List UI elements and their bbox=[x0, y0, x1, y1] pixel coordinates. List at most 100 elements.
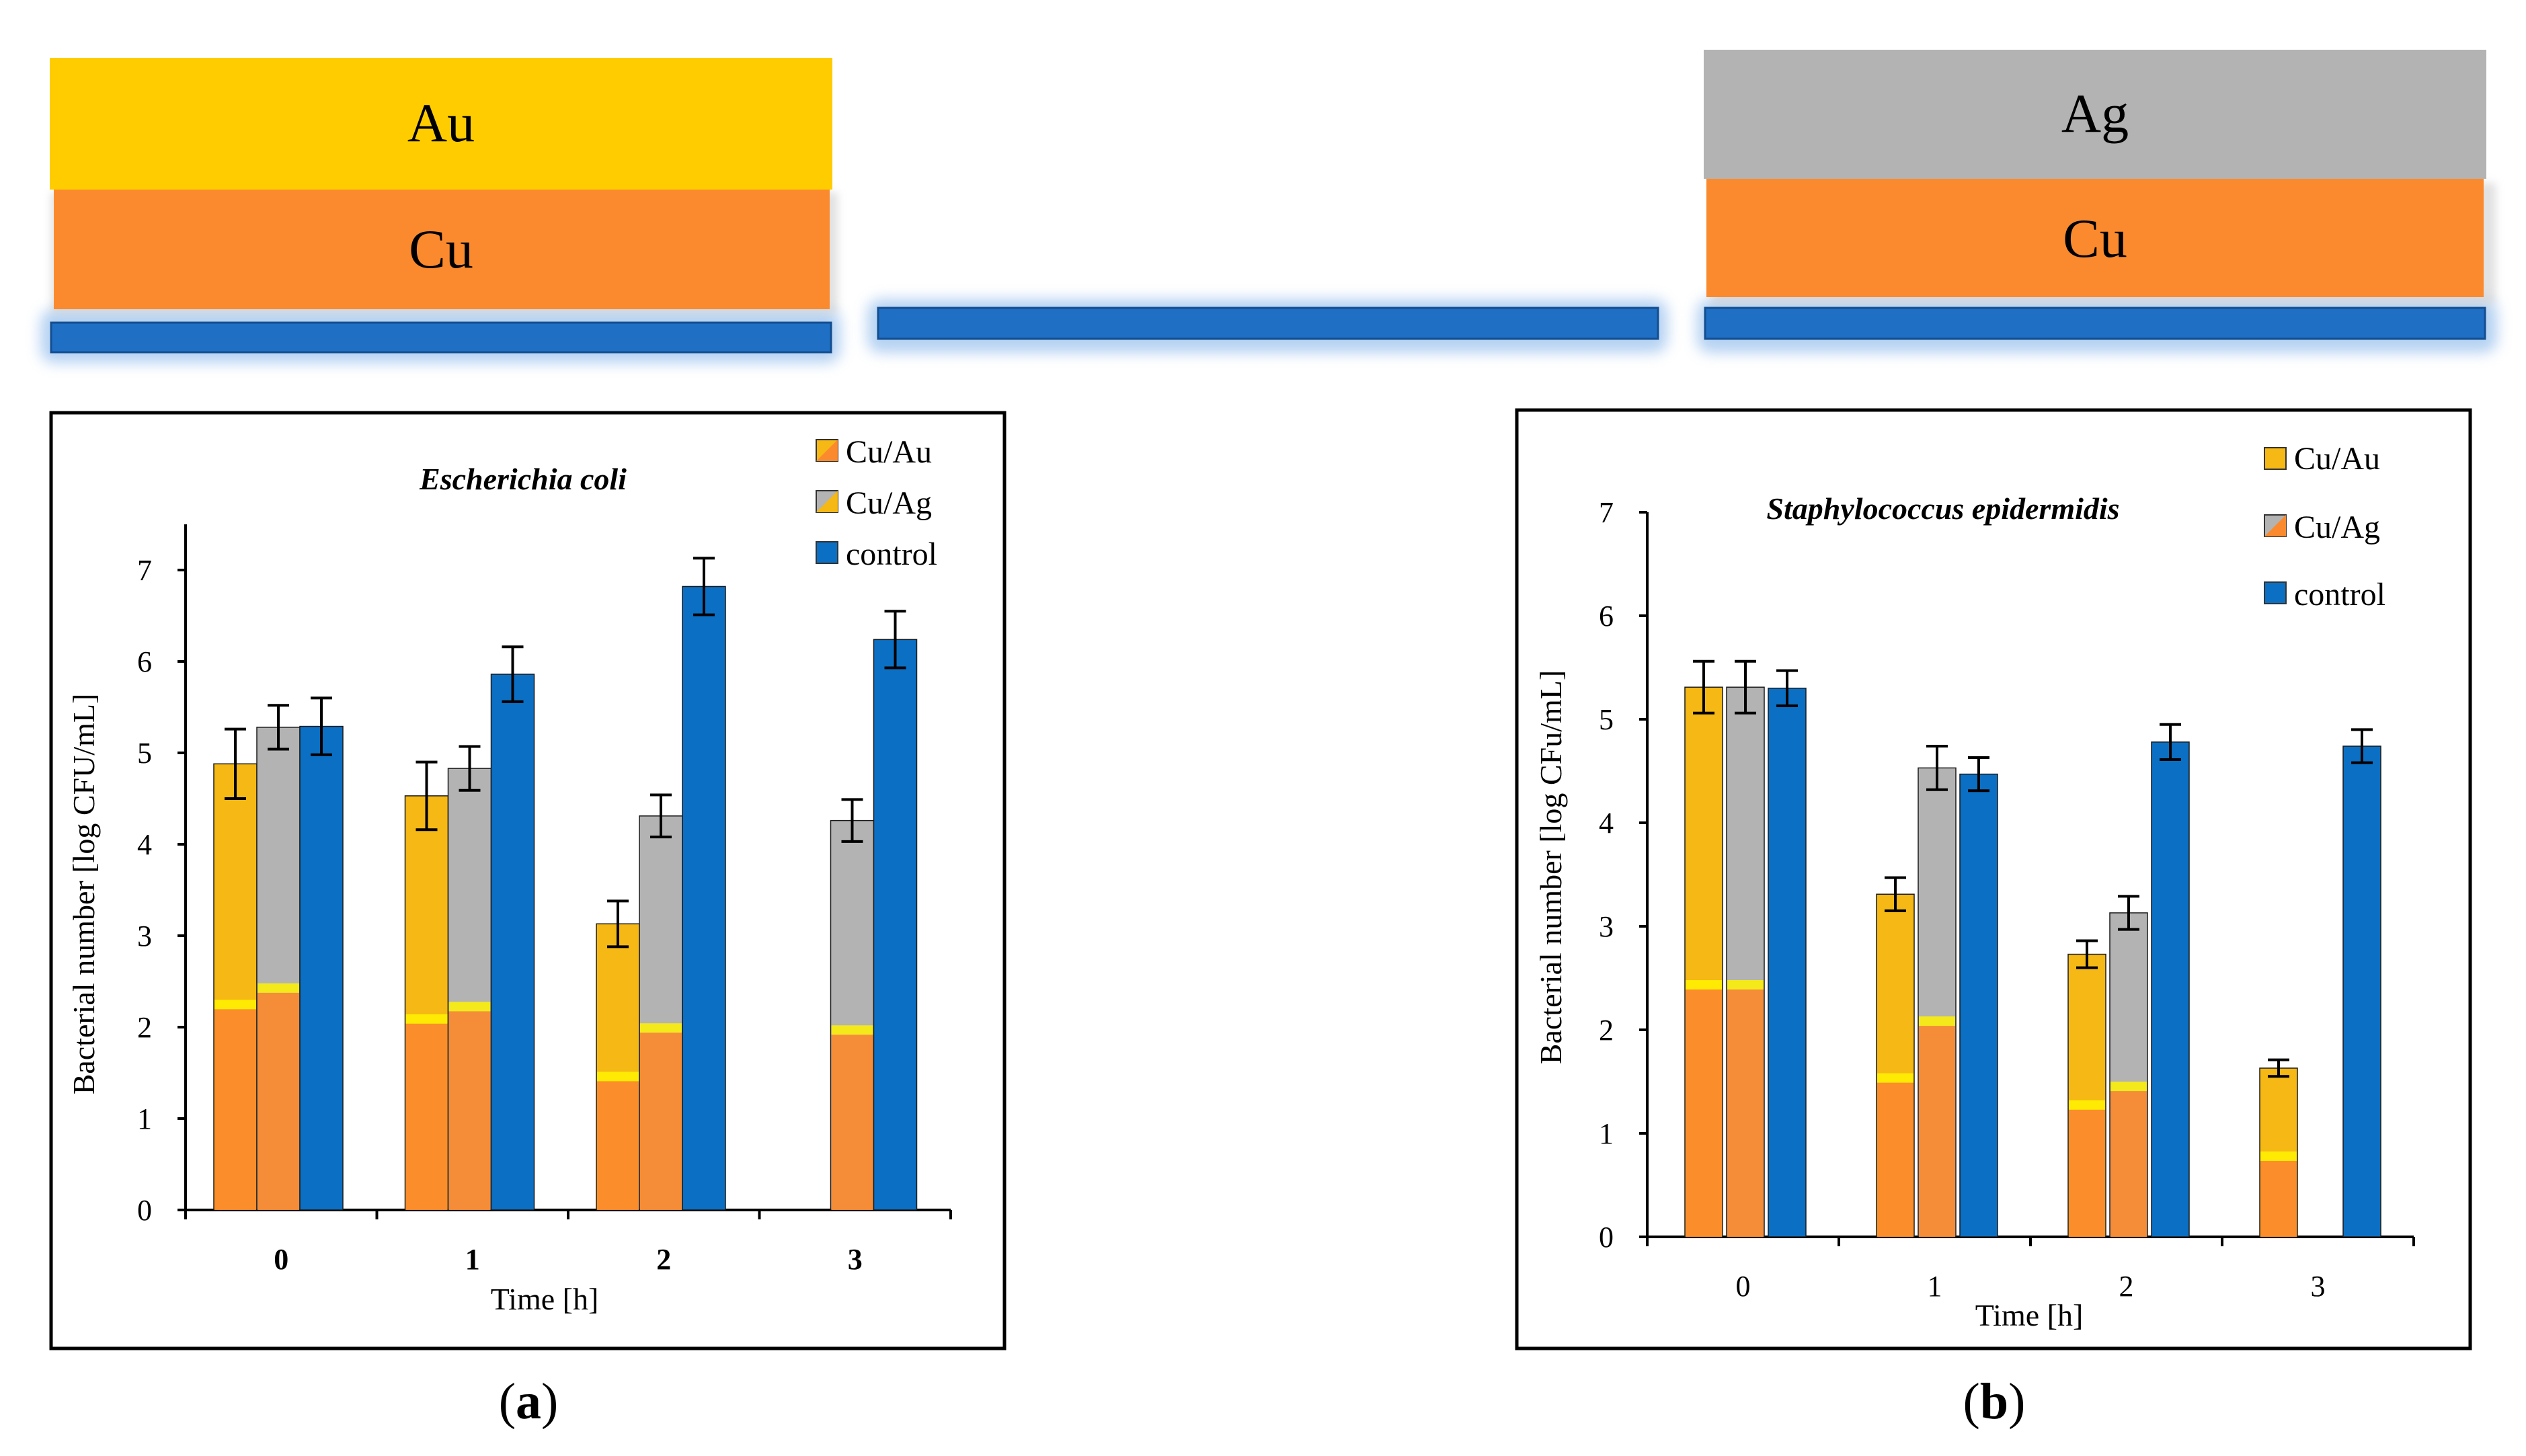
bar-b-cuag-interface bbox=[1919, 1016, 1955, 1026]
legend-a-label-cuau: Cu/Au bbox=[846, 434, 932, 470]
chart-a-ytick-label: 0 bbox=[137, 1194, 152, 1227]
chart-a-ytick-label: 5 bbox=[137, 737, 152, 770]
chart-a-legend: Cu/Au Cu/Ag control bbox=[816, 434, 937, 572]
bar-b-cuau-cu-base bbox=[1877, 1082, 1913, 1237]
chart-b-ytick-label: 1 bbox=[1599, 1117, 1614, 1150]
legend-a-label-control: control bbox=[846, 536, 937, 572]
bar-b-cuau-interface bbox=[1686, 980, 1722, 990]
panel-label-a: (a) bbox=[499, 1373, 559, 1430]
chart-a-ytick-label: 2 bbox=[137, 1011, 152, 1044]
bar-a-cuau-interface bbox=[214, 1000, 256, 1010]
panel-label-b: (b) bbox=[1963, 1373, 2026, 1430]
chart-a-ytick-label: 1 bbox=[137, 1102, 152, 1135]
chart-a-xtick-label: 0 bbox=[274, 1243, 288, 1276]
chart-a-plot: 0 1 2 3 4 5 6 7 0 1 2 3 bbox=[137, 524, 952, 1276]
bar-a-cuau-cu-base bbox=[405, 1023, 448, 1210]
bar-a-cuag-cu-base bbox=[258, 992, 299, 1210]
right-stack: Ag Cu bbox=[1697, 50, 2497, 353]
chart-a-xlabel: Time [h] bbox=[491, 1282, 599, 1316]
bar-a-cuag-interface bbox=[448, 1002, 491, 1012]
left-cu-layer bbox=[54, 190, 830, 309]
bar-b-cuau-cu-base bbox=[2260, 1161, 2297, 1237]
chart-b-xtick-label: 2 bbox=[2119, 1270, 2134, 1303]
bar-b-cuag-interface bbox=[1727, 980, 1764, 990]
legend-b-label-control: control bbox=[2294, 577, 2385, 612]
chart-b-xtick-label: 3 bbox=[2311, 1270, 2326, 1303]
layer-illustration: Au Cu Ag Cu bbox=[40, 50, 2497, 363]
bar-a-cuag-interface bbox=[831, 1025, 873, 1035]
middle-substrate bbox=[877, 307, 1659, 340]
chart-b-ytick-label: 4 bbox=[1599, 807, 1614, 840]
bar-b-control bbox=[1959, 773, 1998, 1238]
right-cu-layer bbox=[1706, 179, 2484, 297]
bar-a-cuag-cu-base bbox=[640, 1033, 682, 1210]
bar-a-cuau-interface bbox=[405, 1014, 448, 1024]
chart-b-ytick-label: 3 bbox=[1599, 910, 1614, 943]
panel-label-a-letter: a bbox=[516, 1373, 541, 1430]
chart-b-plot: 0 1 2 3 4 5 6 7 0 1 2 3 bbox=[1599, 496, 2415, 1303]
legend-b-swatch-cuau bbox=[2264, 447, 2287, 470]
left-au-layer bbox=[50, 58, 832, 190]
legend-b-label-cuag: Cu/Ag bbox=[2294, 510, 2380, 545]
chart-b-ylabel: Bacterial number [log CFu/mL] bbox=[1534, 670, 1568, 1064]
chart-a-xtick-label: 3 bbox=[848, 1243, 863, 1276]
bar-a-control bbox=[682, 585, 726, 1211]
bar-a-control bbox=[873, 639, 918, 1211]
legend-a-swatch-control bbox=[816, 541, 838, 564]
chart-a-ytick-label: 6 bbox=[137, 645, 152, 678]
bar-b-cuau-interface bbox=[1877, 1073, 1913, 1083]
chart-a-ytick-label: 3 bbox=[137, 920, 152, 953]
left-au-label: Au bbox=[407, 92, 475, 153]
chart-a-ytick-label: 7 bbox=[137, 554, 152, 587]
bar-b-cuau-interface bbox=[2069, 1100, 2105, 1110]
right-substrate bbox=[1704, 307, 2486, 340]
bar-b-control bbox=[2342, 745, 2381, 1238]
left-stack: Au Cu bbox=[40, 58, 840, 363]
bar-b-cuau-cu-base bbox=[1686, 989, 1722, 1237]
bar-b-cuau-cu-base bbox=[2069, 1109, 2105, 1237]
legend-b-swatch-cuag-accent bbox=[2264, 515, 2286, 536]
bar-b-cuag-cu-base bbox=[1919, 1026, 1955, 1237]
bar-b-control bbox=[1768, 688, 1807, 1238]
bar-a-cuau-cu-base bbox=[597, 1081, 639, 1210]
bar-b-cuag-cu-base bbox=[2110, 1091, 2147, 1237]
right-ag-layer bbox=[1704, 50, 2486, 179]
bar-b-cuag-interface bbox=[2110, 1082, 2147, 1092]
legend-a-swatch-cuau-accent bbox=[816, 440, 838, 461]
bar-a-cuau-cu-base bbox=[214, 1009, 256, 1210]
legend-b-swatch-control bbox=[2264, 581, 2287, 604]
chart-b-ytick-label: 6 bbox=[1599, 600, 1614, 633]
bar-a-cuag-interface bbox=[640, 1023, 682, 1033]
left-substrate bbox=[50, 321, 832, 354]
bar-b-control bbox=[2151, 741, 2190, 1238]
chart-b-ytick-label: 7 bbox=[1599, 496, 1614, 529]
panel-label-b-letter: b bbox=[1980, 1373, 2008, 1430]
bar-a-control bbox=[490, 674, 535, 1211]
chart-b-xlabel: Time [h] bbox=[1975, 1298, 2084, 1332]
middle-substrate-group bbox=[867, 299, 1667, 353]
right-cu-label: Cu bbox=[2063, 208, 2127, 269]
right-ag-label: Ag bbox=[2061, 83, 2129, 144]
chart-b-ytick-label: 5 bbox=[1599, 703, 1614, 736]
chart-b-xtick-label: 1 bbox=[1928, 1270, 1942, 1303]
chart-a-ytick-label: 4 bbox=[137, 828, 152, 861]
chart-b-xtick-label: 0 bbox=[1736, 1270, 1751, 1303]
legend-b-label-cuau: Cu/Au bbox=[2294, 441, 2380, 477]
bar-a-cuag-cu-base bbox=[448, 1011, 491, 1210]
chart-a: 0 1 2 3 4 5 6 7 0 1 2 3 Escherichia coli Time [h] B… bbox=[49, 411, 1007, 1350]
chart-b-legend: Cu/Au Cu/Ag control bbox=[2264, 441, 2385, 612]
chart-b-title: Staphylococcus epidermidis bbox=[1766, 491, 2119, 526]
left-cu-label: Cu bbox=[409, 218, 473, 280]
chart-a-xtick-label: 2 bbox=[656, 1243, 671, 1276]
chart-b-ytick-label: 0 bbox=[1599, 1221, 1614, 1254]
chart-a-title: Escherichia coli bbox=[419, 462, 627, 496]
bar-b-cuag-cu-base bbox=[1727, 989, 1764, 1237]
bar-a-cuag-interface bbox=[258, 983, 299, 993]
bar-a-cuau-interface bbox=[597, 1071, 639, 1082]
chart-a-xtick-label: 1 bbox=[465, 1243, 480, 1276]
legend-a-swatch-cuag-accent bbox=[816, 491, 838, 512]
bar-b-cuau-interface bbox=[2260, 1151, 2297, 1162]
chart-a-ylabel: Bacterial number [log CFU/mL] bbox=[67, 694, 101, 1095]
